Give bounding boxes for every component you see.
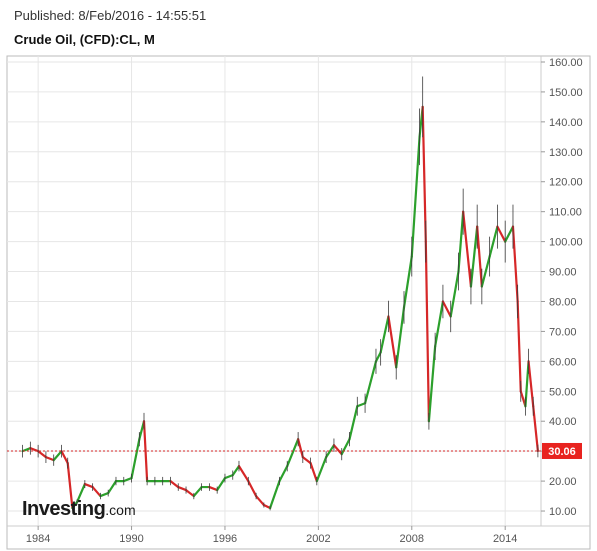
series-segment — [504, 225, 515, 243]
chart-frame — [6, 55, 591, 550]
series-segment — [410, 135, 421, 258]
x-tick-label: 1990 — [119, 533, 143, 545]
series-segment — [216, 477, 227, 492]
series-segment — [363, 360, 378, 405]
y-tick-label: 60.00 — [549, 356, 577, 368]
y-tick-label: 160.00 — [549, 57, 583, 69]
series-segment — [262, 503, 272, 510]
series-segment — [223, 474, 234, 480]
series-segment — [71, 500, 79, 510]
brand-name: Investing — [22, 498, 106, 520]
series-segment — [301, 456, 312, 465]
series-segment — [374, 351, 382, 363]
y-tick-label: 20.00 — [549, 476, 577, 488]
series-segment — [99, 491, 110, 498]
series-segment — [340, 438, 351, 456]
series-segment — [524, 360, 530, 408]
y-tick-label: 110.00 — [549, 207, 582, 219]
series-segment — [254, 494, 265, 507]
y-tick-label: 40.00 — [549, 416, 577, 428]
series-segment — [527, 360, 535, 408]
y-tick-label: 80.00 — [549, 296, 577, 308]
series-segment — [231, 465, 241, 477]
series-segment — [424, 240, 431, 423]
series-segment — [476, 225, 483, 288]
series-segment — [511, 225, 519, 303]
series-segment — [278, 465, 289, 483]
series-segment — [395, 306, 406, 369]
y-tick-label: 90.00 — [549, 267, 577, 279]
series-segment — [488, 225, 499, 258]
series-segment — [91, 485, 102, 498]
series-segment — [332, 444, 343, 456]
brand-suffix: .com — [105, 502, 136, 518]
x-tick-label: 1996 — [213, 533, 237, 545]
y-tick-label: 100.00 — [549, 237, 583, 249]
price-series — [21, 76, 539, 511]
series-segment — [122, 477, 133, 483]
x-tick-label: 2002 — [306, 533, 330, 545]
series-segment — [107, 479, 118, 495]
series-segment — [462, 210, 473, 288]
series-segment — [60, 450, 69, 465]
series-segment — [427, 345, 437, 423]
series-segment — [309, 462, 318, 483]
series-segment — [441, 300, 452, 318]
series-segment — [237, 465, 250, 483]
series-segment — [208, 485, 219, 492]
series-segment — [402, 255, 413, 309]
current-price-tag — [542, 442, 582, 459]
y-tick-label: 50.00 — [549, 386, 577, 398]
series-segment — [247, 479, 258, 498]
y-tick-label: 120.00 — [549, 177, 583, 189]
series-segment — [192, 485, 203, 498]
series-segment — [325, 444, 336, 459]
series-segment — [44, 456, 55, 462]
series-segment — [457, 210, 465, 273]
series-segment — [387, 315, 398, 369]
current-price-marker: 30.06 — [7, 442, 582, 459]
x-tick-label: 2008 — [400, 533, 424, 545]
y-tick-label: 10.00 — [549, 506, 577, 518]
x-tick-label: 1984 — [26, 533, 50, 545]
series-segment — [315, 456, 328, 483]
series-segment — [130, 438, 141, 480]
series-segment — [52, 450, 63, 462]
series-segment — [184, 488, 195, 498]
series-segment — [496, 225, 507, 243]
y-axis-labels: 10.0020.0030.0040.0050.0060.0070.0080.00… — [541, 57, 583, 518]
published-timestamp: Published: 8/Feb/2016 - 14:55:51 — [14, 8, 207, 23]
investing-logo[interactable]: Investing.com — [22, 498, 136, 521]
series-segment — [356, 402, 367, 408]
series-segment — [75, 482, 86, 504]
series-segment — [66, 462, 74, 510]
series-segment — [177, 485, 188, 492]
series-segment — [83, 482, 94, 489]
x-tick-label: 2014 — [493, 533, 517, 545]
series-segment — [516, 300, 522, 393]
series-segment — [421, 105, 427, 243]
series-segment — [449, 270, 460, 318]
series-segment — [379, 315, 390, 354]
y-tick-label: 140.00 — [549, 117, 583, 129]
current-price-label: 30.06 — [548, 446, 576, 458]
series-segment — [469, 225, 479, 288]
series-segment — [532, 405, 539, 453]
series-segment — [142, 420, 149, 483]
chart-title: Crude Oil, (CFD):CL, M — [14, 32, 155, 47]
grid-lines — [7, 56, 541, 526]
y-tick-label: 70.00 — [549, 326, 577, 338]
series-segment — [480, 255, 491, 288]
series-segment — [37, 450, 48, 459]
series-segment — [348, 405, 359, 441]
series-segment — [269, 479, 281, 510]
series-segment — [169, 479, 180, 489]
y-tick-label: 130.00 — [549, 147, 583, 159]
series-segment — [286, 438, 300, 468]
series-segment — [434, 300, 445, 348]
y-tick-label: 150.00 — [549, 87, 583, 99]
x-axis-labels: 1984 1990 1996 2002 2008 2014 — [26, 526, 517, 545]
series-segment — [297, 438, 304, 459]
